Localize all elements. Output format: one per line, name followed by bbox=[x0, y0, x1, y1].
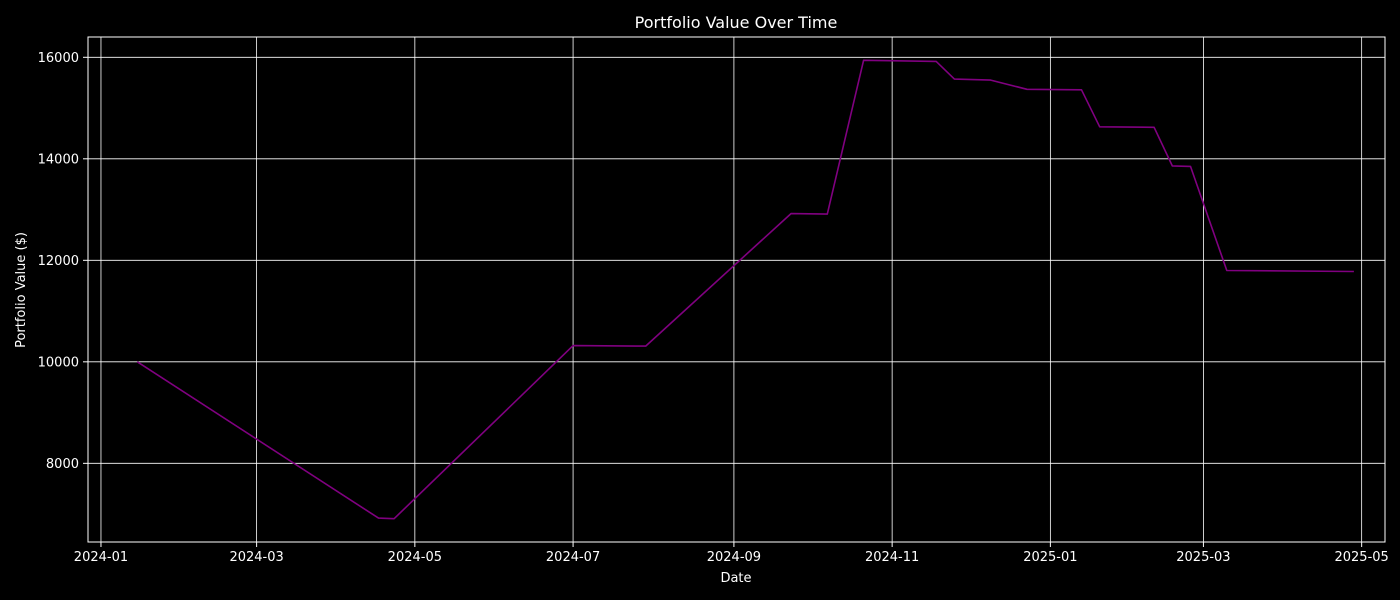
plot-background bbox=[88, 37, 1385, 542]
y-tick-label: 16000 bbox=[38, 51, 79, 66]
series-line bbox=[136, 59, 1354, 520]
chart-title: Portfolio Value Over Time bbox=[635, 13, 838, 32]
x-axis-label: Date bbox=[720, 571, 751, 586]
plot-frame bbox=[87, 36, 1386, 543]
y-tick-label: 10000 bbox=[38, 355, 79, 370]
y-axis-label: Portfolio Value ($) bbox=[14, 232, 29, 348]
x-axis-ticks: 2024-01 2024-03 2024-05 2024-07 2024-09 2024-… bbox=[74, 542, 1389, 565]
series-layer bbox=[136, 59, 1354, 520]
x-tick-label: 2024-09 bbox=[707, 550, 761, 565]
x-tick-label: 2024-11 bbox=[865, 550, 919, 565]
x-tick-label: 2025-03 bbox=[1176, 550, 1230, 565]
x-tick-label: 2024-05 bbox=[388, 550, 442, 565]
x-tick-label: 2024-01 bbox=[74, 550, 128, 565]
x-tick-label: 2025-01 bbox=[1023, 550, 1077, 565]
x-tick-label: 2024-03 bbox=[229, 550, 283, 565]
y-axis-ticks: 8000 10000 12000 14000 16000 bbox=[38, 51, 88, 472]
y-tick-label: 8000 bbox=[46, 457, 79, 472]
x-tick-label: 2024-07 bbox=[546, 550, 600, 565]
y-tick-label: 14000 bbox=[38, 152, 79, 167]
x-tick-label: 2025-05 bbox=[1334, 550, 1388, 565]
y-tick-label: 12000 bbox=[38, 254, 79, 269]
